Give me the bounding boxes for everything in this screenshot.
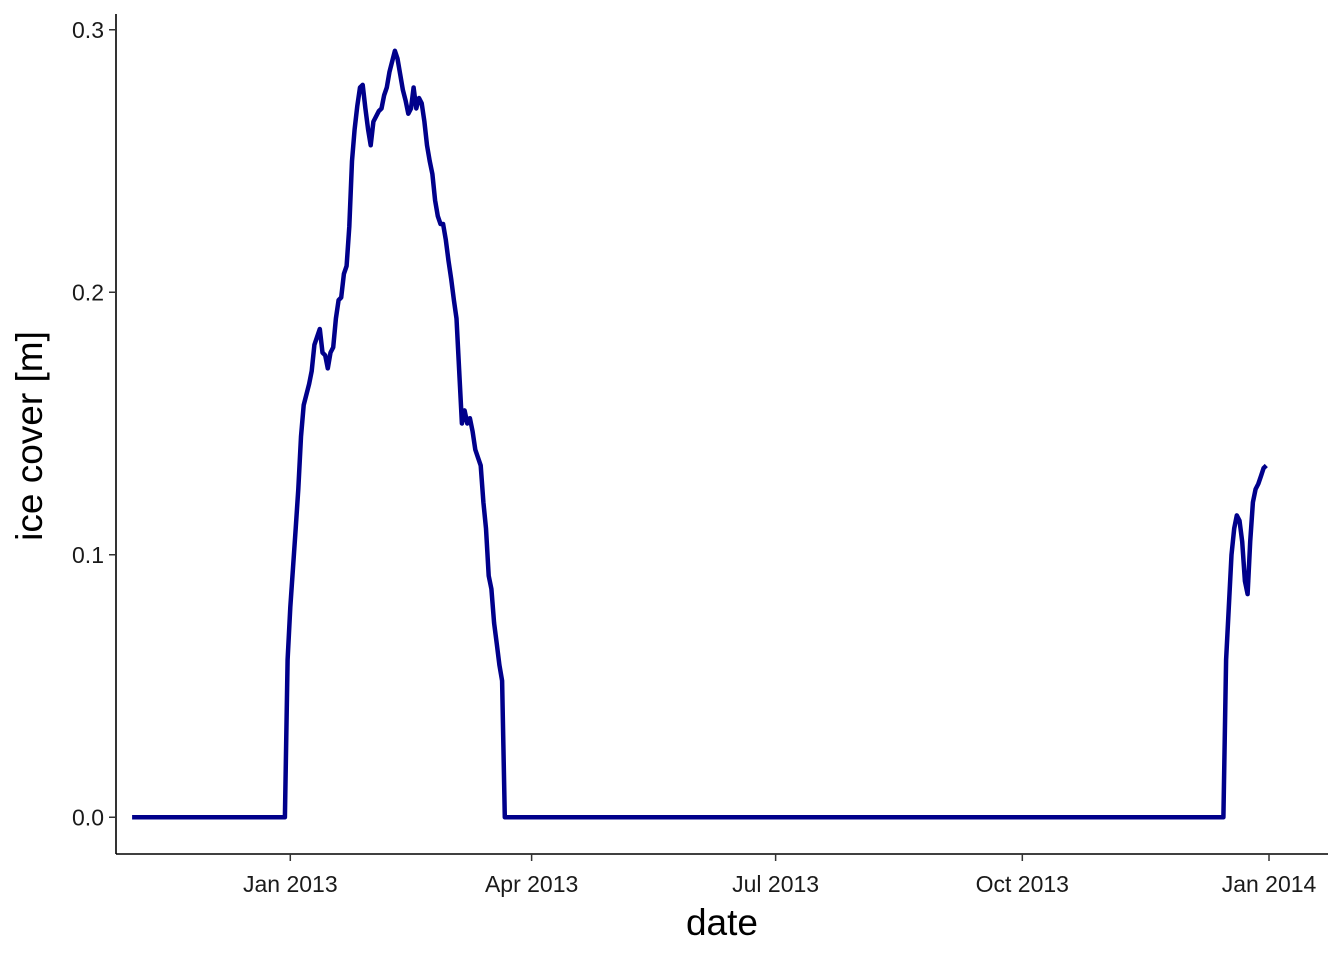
y-tick-label: 0.0: [72, 804, 104, 830]
series-line: [132, 48, 1268, 820]
x-tick-label: Jul 2013: [732, 871, 819, 897]
y-axis-title: ice cover [m]: [9, 331, 50, 541]
x-tick-label: Apr 2013: [485, 871, 578, 897]
y-tick-label: 0.2: [72, 279, 104, 305]
y-tick-label: 0.3: [72, 17, 104, 43]
y-axis-ticks: 0.0 0.1 0.2 0.3: [72, 17, 116, 830]
y-tick-label: 0.1: [72, 542, 104, 568]
plot-area: [132, 48, 1268, 820]
x-tick-label: Jan 2014: [1222, 871, 1317, 897]
x-axis-ticks: Jan 2013 Apr 2013 Jul 2013 Oct 2013 Jan 2014: [243, 854, 1317, 897]
x-axis-title: date: [686, 902, 758, 943]
x-tick-label: Jan 2013: [243, 871, 338, 897]
x-tick-label: Oct 2013: [976, 871, 1069, 897]
